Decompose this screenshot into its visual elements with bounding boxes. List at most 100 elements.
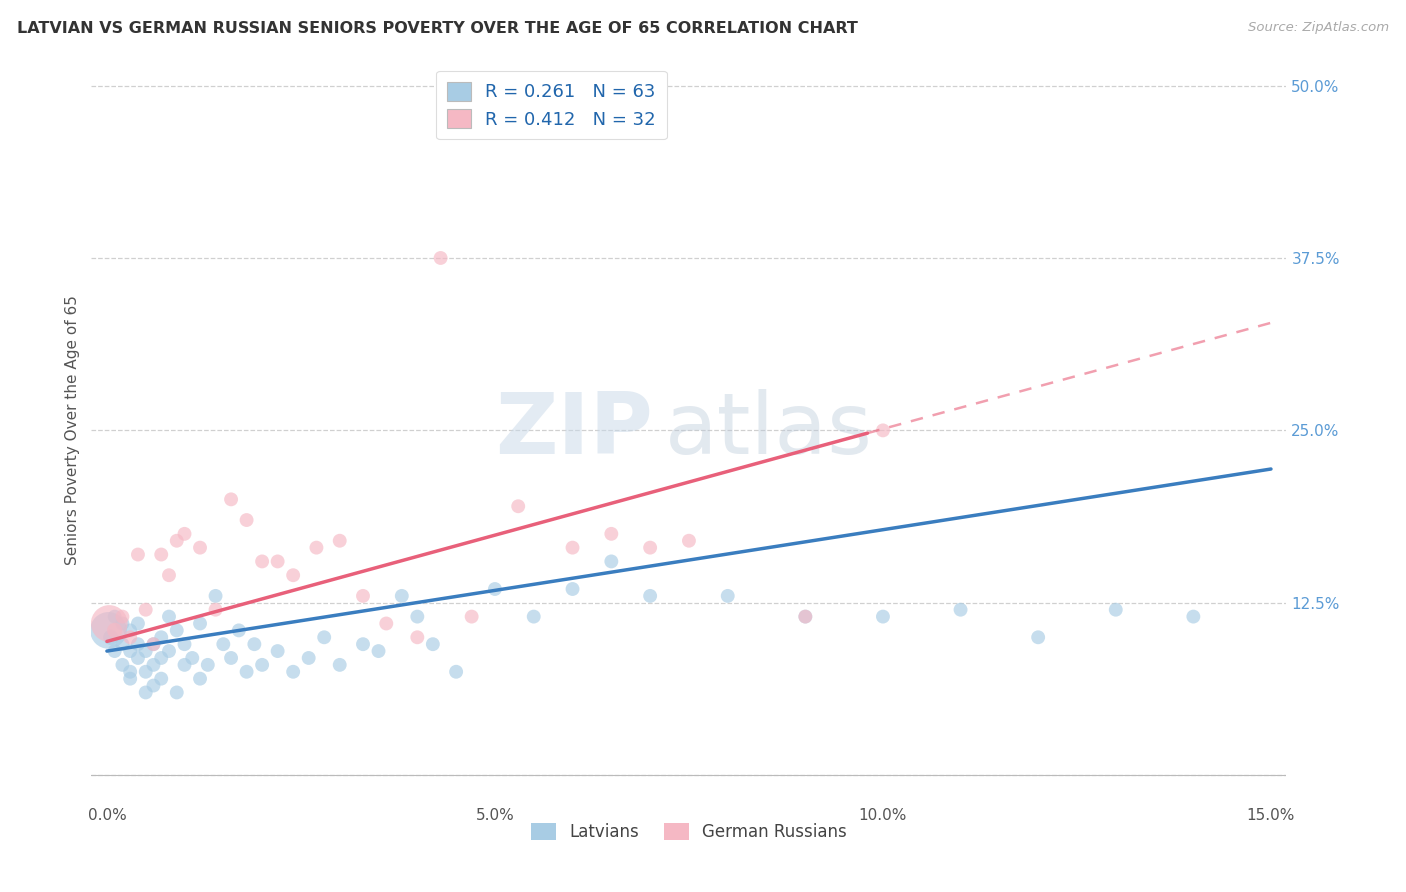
- Point: [375, 616, 398, 631]
- Point: [638, 541, 661, 555]
- Point: [111, 616, 134, 631]
- Point: [314, 630, 336, 644]
- Point: [104, 644, 127, 658]
- Point: [150, 630, 173, 644]
- Point: [104, 609, 127, 624]
- Point: [283, 665, 305, 679]
- Point: [429, 251, 451, 265]
- Point: [111, 657, 134, 672]
- Point: [600, 526, 623, 541]
- Point: [717, 589, 740, 603]
- Point: [352, 589, 374, 603]
- Point: [949, 603, 972, 617]
- Point: [120, 630, 142, 644]
- Point: [120, 644, 142, 658]
- Point: [460, 609, 482, 624]
- Point: [197, 657, 219, 672]
- Point: [794, 609, 817, 624]
- Point: [104, 624, 127, 638]
- Point: [678, 533, 700, 548]
- Point: [166, 624, 188, 638]
- Point: [188, 672, 211, 686]
- Point: [250, 657, 273, 672]
- Point: [872, 609, 894, 624]
- Point: [98, 616, 121, 631]
- Point: [872, 424, 894, 438]
- Point: [120, 624, 142, 638]
- Point: [204, 603, 226, 617]
- Point: [181, 651, 204, 665]
- Point: [406, 609, 429, 624]
- Point: [250, 554, 273, 568]
- Point: [508, 500, 530, 514]
- Text: LATVIAN VS GERMAN RUSSIAN SENIORS POVERTY OVER THE AGE OF 65 CORRELATION CHART: LATVIAN VS GERMAN RUSSIAN SENIORS POVERT…: [17, 21, 858, 37]
- Point: [157, 644, 180, 658]
- Text: ZIP: ZIP: [495, 389, 652, 472]
- Point: [219, 651, 242, 665]
- Point: [638, 589, 661, 603]
- Point: [100, 630, 122, 644]
- Point: [391, 589, 413, 603]
- Point: [150, 672, 173, 686]
- Point: [127, 651, 149, 665]
- Point: [157, 568, 180, 582]
- Point: [173, 657, 195, 672]
- Point: [135, 665, 157, 679]
- Point: [305, 541, 328, 555]
- Point: [142, 637, 165, 651]
- Point: [212, 637, 235, 651]
- Point: [142, 637, 165, 651]
- Point: [120, 665, 142, 679]
- Point: [135, 644, 157, 658]
- Point: [142, 679, 165, 693]
- Point: [173, 526, 195, 541]
- Point: [219, 492, 242, 507]
- Legend: Latvians, German Russians: Latvians, German Russians: [524, 816, 853, 848]
- Point: [243, 637, 266, 651]
- Point: [600, 554, 623, 568]
- Point: [523, 609, 546, 624]
- Point: [127, 637, 149, 651]
- Point: [204, 589, 226, 603]
- Point: [352, 637, 374, 651]
- Point: [150, 548, 173, 562]
- Point: [127, 616, 149, 631]
- Point: [329, 657, 352, 672]
- Point: [561, 582, 583, 596]
- Point: [1105, 603, 1128, 617]
- Y-axis label: Seniors Poverty Over the Age of 65: Seniors Poverty Over the Age of 65: [65, 295, 80, 566]
- Point: [127, 548, 149, 562]
- Point: [235, 665, 257, 679]
- Point: [235, 513, 257, 527]
- Text: Source: ZipAtlas.com: Source: ZipAtlas.com: [1249, 21, 1389, 35]
- Point: [444, 665, 467, 679]
- Point: [120, 672, 142, 686]
- Point: [150, 651, 173, 665]
- Point: [135, 603, 157, 617]
- Point: [111, 609, 134, 624]
- Point: [188, 541, 211, 555]
- Point: [166, 685, 188, 699]
- Point: [173, 637, 195, 651]
- Point: [561, 541, 583, 555]
- Point: [794, 609, 817, 624]
- Point: [406, 630, 429, 644]
- Point: [1026, 630, 1049, 644]
- Point: [298, 651, 321, 665]
- Point: [484, 582, 506, 596]
- Point: [228, 624, 250, 638]
- Point: [135, 685, 157, 699]
- Point: [422, 637, 444, 651]
- Point: [283, 568, 305, 582]
- Point: [166, 533, 188, 548]
- Point: [329, 533, 352, 548]
- Point: [266, 554, 288, 568]
- Point: [142, 657, 165, 672]
- Point: [367, 644, 389, 658]
- Point: [111, 637, 134, 651]
- Text: atlas: atlas: [665, 389, 873, 472]
- Point: [157, 609, 180, 624]
- Point: [1182, 609, 1205, 624]
- Point: [97, 624, 120, 638]
- Point: [266, 644, 288, 658]
